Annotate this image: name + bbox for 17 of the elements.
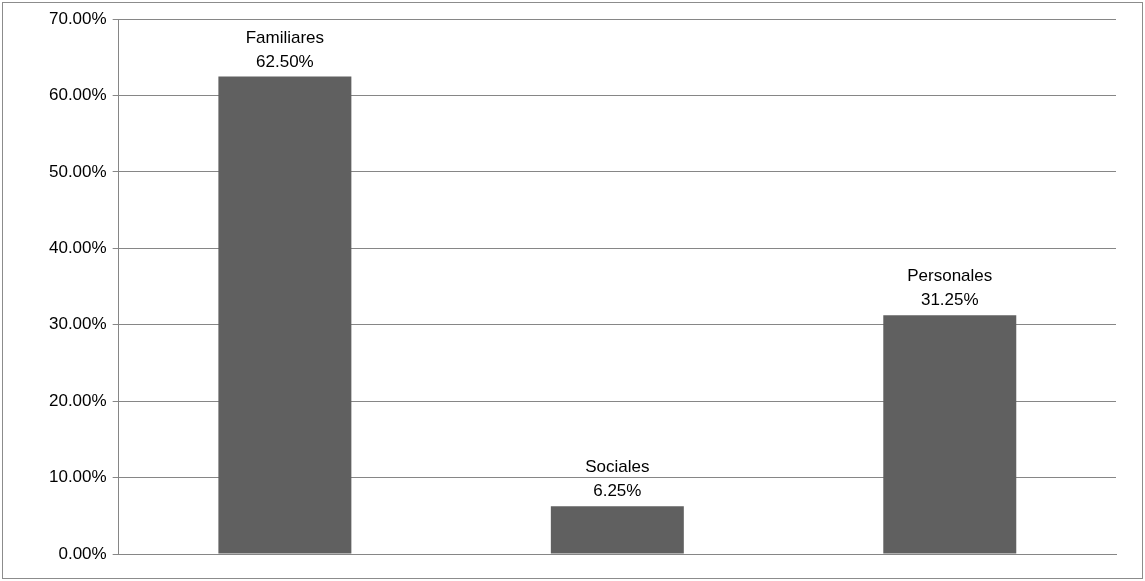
data-label: 6.25%	[593, 481, 642, 501]
x-tick-label: Personales	[907, 266, 993, 286]
y-tick-label: 20.00%	[48, 390, 107, 410]
bar	[218, 76, 352, 554]
y-tick-label: 60.00%	[48, 85, 107, 105]
x-tick-label: Familiares	[245, 27, 325, 47]
data-label: 31.25%	[920, 290, 979, 310]
x-tick-label: Sociales	[585, 457, 650, 477]
bar	[550, 506, 684, 554]
y-tick-label: 50.00%	[48, 161, 107, 181]
y-tick-label: 30.00%	[48, 314, 107, 334]
bar	[883, 315, 1017, 554]
y-tick-label: 40.00%	[48, 238, 107, 258]
y-tick-label: 70.00%	[48, 8, 107, 28]
y-tick-label: 0.00%	[58, 543, 107, 563]
data-label: 62.50%	[256, 51, 314, 71]
y-tick-label: 10.00%	[48, 467, 107, 487]
